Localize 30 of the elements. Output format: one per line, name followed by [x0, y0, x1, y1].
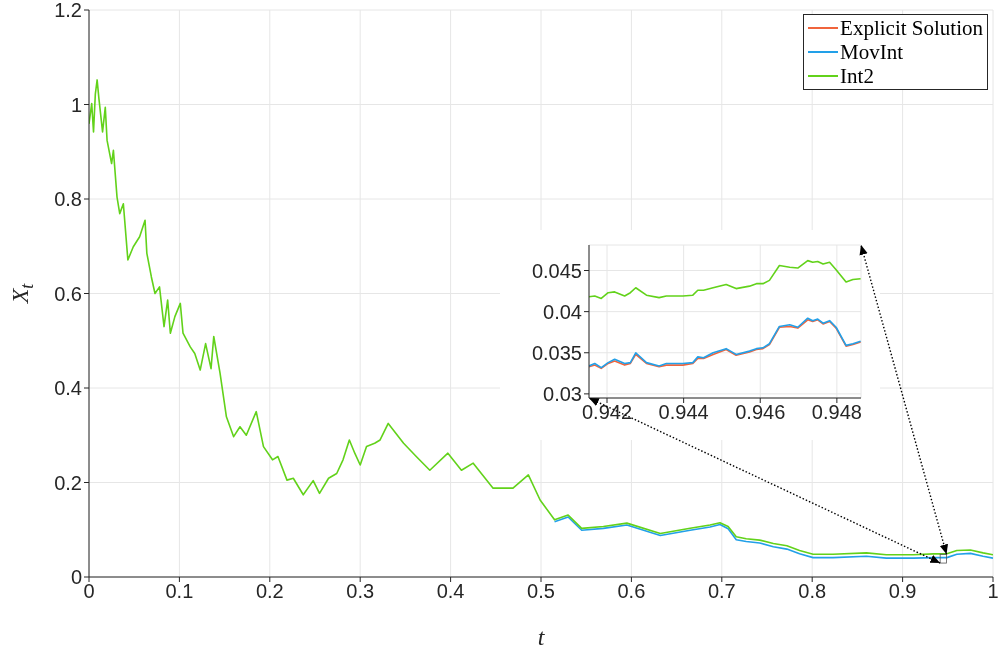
x-tick-label: 0.4: [436, 580, 465, 603]
legend-label: Explicit Solution: [840, 16, 983, 40]
y-tick-label: 0.045: [531, 259, 582, 282]
x-tick-label: 0.8: [798, 580, 827, 603]
y-tick-label: 1.2: [54, 0, 82, 22]
x-tick-label: 0.2: [255, 580, 284, 603]
x-tick-label: 0.6: [617, 580, 646, 603]
x-tick-label: 0.3: [346, 580, 375, 603]
y-tick-label: 0.8: [54, 188, 82, 211]
y-tick-label: 0.4: [54, 377, 82, 400]
legend-label: Int2: [840, 64, 874, 88]
y-tick-label: 0.6: [54, 282, 82, 305]
x-axis-title: t: [537, 624, 546, 650]
line-series: [589, 259, 861, 300]
x-tick-label: 0.946: [735, 401, 786, 424]
x-tick-label: 0.948: [811, 401, 862, 424]
x-tick-label: 0.7: [707, 580, 736, 603]
y-tick-label: 1: [70, 93, 82, 116]
y-tick-label: 0: [70, 566, 82, 589]
y-tick-label: 0.035: [531, 341, 582, 364]
x-tick-label: 0.942: [581, 401, 633, 424]
legend-label: MovInt: [840, 40, 904, 64]
x-tick-label: 0.944: [658, 401, 709, 424]
y-tick-label: 0.2: [54, 471, 82, 494]
x-tick-label: 0.5: [527, 580, 555, 603]
x-tick-label: 1: [987, 580, 999, 603]
x-tick-label: 0.1: [165, 580, 194, 603]
y-tick-label: 0.04: [543, 300, 582, 323]
y-tick-label: 0.03: [543, 382, 582, 405]
x-tick-label: 0.9: [888, 580, 917, 603]
